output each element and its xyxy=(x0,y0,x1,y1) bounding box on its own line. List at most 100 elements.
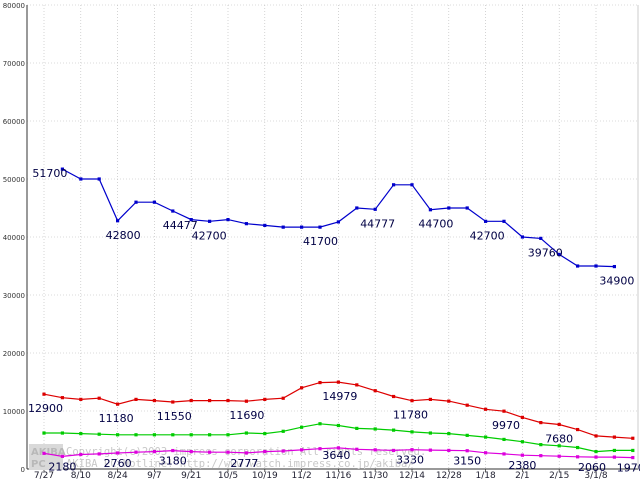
data-point xyxy=(171,209,175,213)
y-axis-ticks: 0 10000 20000 30000 40000 50000 60000 70000 8000… xyxy=(3,2,25,474)
data-point xyxy=(281,449,285,453)
x-tick-label: 8/10 xyxy=(71,471,91,480)
data-label: 12900 xyxy=(28,402,63,415)
y-tick-label: 80000 xyxy=(3,2,25,10)
x-tick-label: 10/5 xyxy=(218,471,238,480)
x-tick-label: 12/28 xyxy=(436,471,462,480)
data-label: 9970 xyxy=(492,419,520,432)
x-tick-label: 3/1/8 xyxy=(584,471,608,480)
data-point xyxy=(539,236,543,240)
data-point xyxy=(336,380,340,384)
data-point xyxy=(97,396,101,400)
data-point xyxy=(410,430,414,434)
data-label: 2060 xyxy=(578,461,606,474)
data-point xyxy=(97,177,101,181)
data-point xyxy=(208,450,212,454)
data-point xyxy=(171,433,175,437)
data-point xyxy=(226,218,230,222)
data-point xyxy=(97,452,101,456)
data-point xyxy=(189,398,193,403)
data-point xyxy=(392,394,396,399)
data-point xyxy=(152,398,156,403)
data-point xyxy=(576,455,580,459)
data-label: 14979 xyxy=(322,390,357,403)
data-point xyxy=(300,425,304,429)
data-point xyxy=(392,448,396,453)
y-tick-label: 0 xyxy=(21,466,25,474)
data-point xyxy=(318,422,322,426)
data-label: 51700 xyxy=(32,167,67,180)
data-point xyxy=(134,200,138,204)
data-point xyxy=(447,206,451,210)
data-point xyxy=(520,453,524,457)
x-tick-label: 12/14 xyxy=(399,471,425,480)
data-point xyxy=(42,431,46,435)
x-tick-label: 2/15 xyxy=(549,471,569,480)
data-point xyxy=(116,451,120,455)
data-point xyxy=(428,431,432,435)
data-point xyxy=(465,433,469,437)
data-point xyxy=(631,448,635,453)
data-point xyxy=(355,447,359,451)
data-point xyxy=(60,167,64,171)
data-label: 3180 xyxy=(159,455,187,468)
data-point xyxy=(631,436,635,440)
data-point xyxy=(244,431,248,435)
y-tick-label: 40000 xyxy=(3,234,25,242)
data-point xyxy=(576,264,580,268)
data-point xyxy=(447,432,451,436)
data-point xyxy=(465,403,469,407)
y-tick-label: 10000 xyxy=(3,408,25,416)
data-point xyxy=(410,448,414,452)
data-point xyxy=(557,252,561,256)
x-tick-label: 10/19 xyxy=(252,471,278,480)
data-point xyxy=(447,399,451,403)
data-point xyxy=(484,407,488,411)
data-point xyxy=(410,399,414,403)
x-tick-label: 11/30 xyxy=(362,471,388,480)
data-point xyxy=(116,219,120,223)
data-point xyxy=(520,235,524,239)
data-point xyxy=(465,206,469,210)
data-point xyxy=(189,450,193,454)
data-label: 1970 xyxy=(617,462,640,475)
data-point xyxy=(520,440,524,444)
data-label: 3150 xyxy=(453,455,481,468)
data-label: 41700 xyxy=(303,235,338,248)
data-point xyxy=(484,219,488,223)
data-label: 44700 xyxy=(418,218,453,231)
data-point xyxy=(208,219,212,223)
data-point xyxy=(281,429,285,433)
data-point xyxy=(263,397,267,401)
data-point xyxy=(557,444,561,448)
data-label: 42800 xyxy=(106,229,141,242)
data-point xyxy=(152,200,156,204)
y-tick-label: 60000 xyxy=(3,118,25,126)
data-point xyxy=(465,449,469,453)
data-point xyxy=(484,435,488,439)
data-point xyxy=(594,434,598,438)
data-point xyxy=(152,450,156,454)
data-point xyxy=(539,454,543,458)
data-point xyxy=(373,427,377,431)
x-tick-label: 2/1 xyxy=(515,471,529,480)
data-point xyxy=(189,433,193,437)
data-point xyxy=(171,448,175,453)
watermark: AKIBA PC Copyright(c)2003 impress corpor… xyxy=(29,444,426,470)
data-point xyxy=(116,402,120,406)
data-point xyxy=(557,454,561,458)
chart-axes xyxy=(26,5,639,472)
x-tick-label: 9/7 xyxy=(147,471,161,480)
data-point xyxy=(410,183,414,187)
data-label: 44777 xyxy=(360,217,395,230)
data-point xyxy=(576,427,580,432)
data-point xyxy=(281,225,285,229)
data-point xyxy=(79,397,83,401)
y-tick-label: 70000 xyxy=(3,60,25,68)
data-point xyxy=(60,431,64,435)
data-label: 39760 xyxy=(528,246,563,259)
data-point xyxy=(612,448,616,453)
data-point xyxy=(428,208,432,212)
data-point xyxy=(116,433,120,437)
